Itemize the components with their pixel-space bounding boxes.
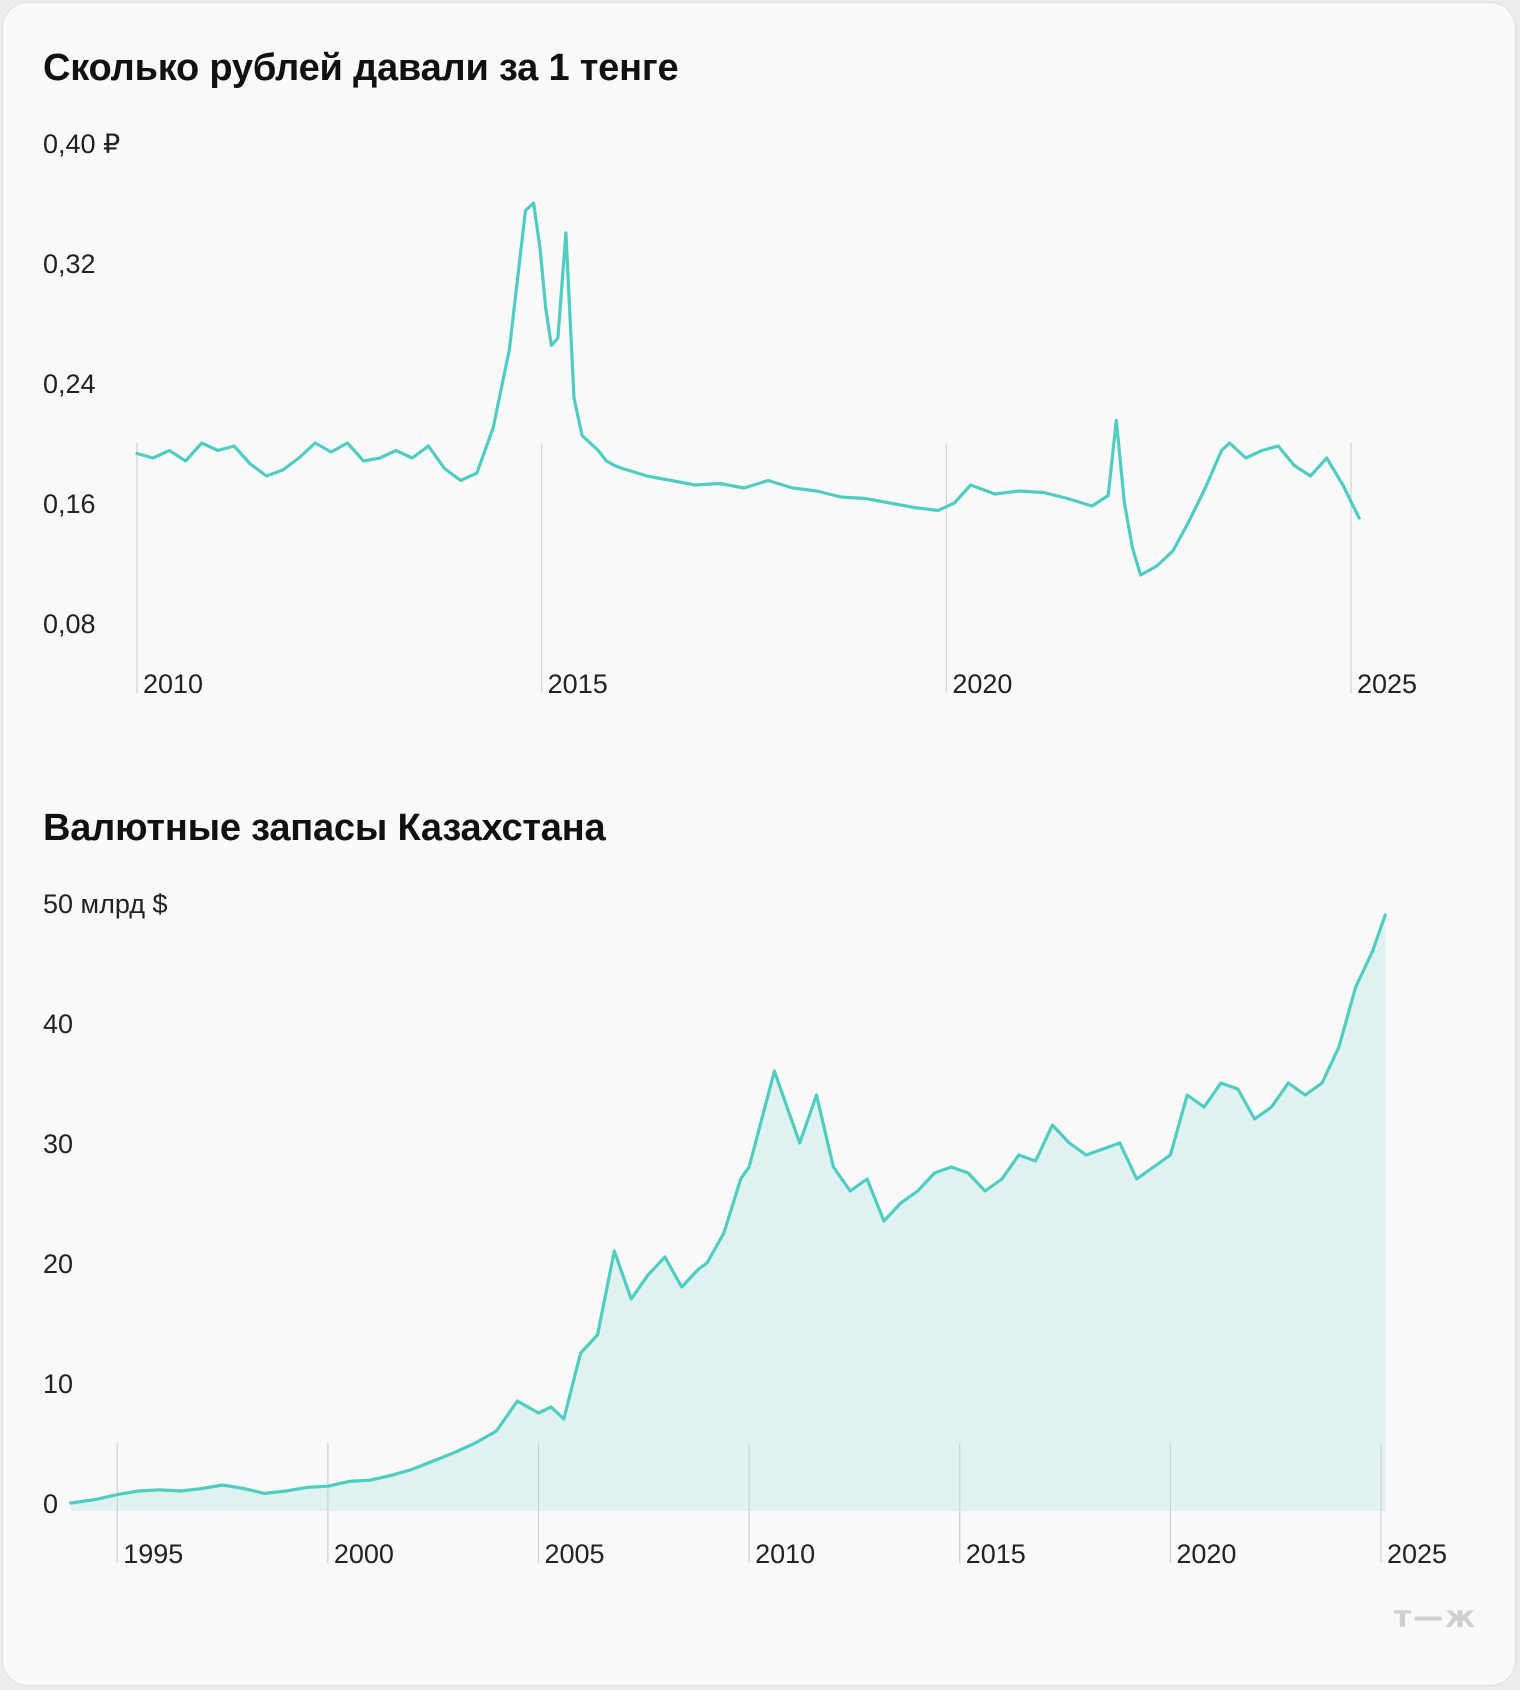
exchange-rate-chart-title: Сколько рублей давали за 1 тенге (43, 47, 679, 89)
x-tick-label: 2000 (334, 1539, 394, 1569)
y-tick-label: 0,24 (43, 369, 96, 399)
y-tick-label: 0,08 (43, 609, 96, 639)
x-tick-label: 2015 (966, 1539, 1026, 1569)
y-tick-label: 0 (43, 1489, 58, 1519)
x-tick-label: 2025 (1357, 669, 1417, 699)
x-tick-label: 2005 (545, 1539, 605, 1569)
x-tick-label: 2010 (143, 669, 203, 699)
brand-logo: т—ж (1393, 1600, 1477, 1635)
x-tick-label: 2020 (952, 669, 1012, 699)
reserves-area-chart: 1995 2000 2005 2010 2015 2020 2025 0 10 20 30 40 50 … (43, 889, 1447, 1569)
reserves-chart-title: Валютные запасы Казахстана (43, 807, 606, 849)
x-tick-label: 1995 (123, 1539, 183, 1569)
y-tick-label: 40 (43, 1009, 73, 1039)
y-tick-label: 0,16 (43, 489, 96, 519)
exchange-rate-line-chart: 2010 2015 2020 2025 0,08 0,16 0,24 0,32 0,40 ₽ (43, 129, 1417, 699)
series-line (69, 913, 1387, 1505)
x-tick-label: 2015 (548, 669, 608, 699)
y-tick-label: 0,40 ₽ (43, 129, 120, 159)
x-tick-label: 2025 (1387, 1539, 1447, 1569)
x-tick-label: 2020 (1176, 1539, 1236, 1569)
x-tick-label: 2010 (755, 1539, 815, 1569)
y-tick-label: 0,32 (43, 249, 96, 279)
y-tick-label: 30 (43, 1129, 73, 1159)
y-tick-label: 10 (43, 1369, 73, 1399)
y-tick-label: 20 (43, 1249, 73, 1279)
series-area-fill (70, 915, 1386, 1511)
y-tick-label: 50 млрд $ (43, 889, 168, 919)
